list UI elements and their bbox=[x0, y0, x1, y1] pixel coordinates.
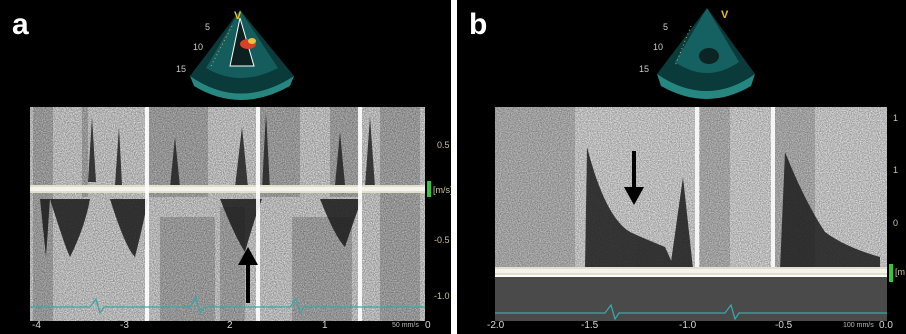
velocity-scale-bar bbox=[889, 264, 893, 282]
x-tick: 1 bbox=[322, 320, 328, 331]
depth-tick: 10 bbox=[193, 42, 204, 52]
x-tick: 2 bbox=[227, 320, 233, 331]
sweep-speed: 100 mm/s bbox=[843, 322, 874, 329]
echo-image-apical bbox=[190, 10, 294, 100]
view-marker: V bbox=[234, 10, 242, 22]
velocity-unit: [m/s] bbox=[433, 185, 451, 195]
panel-label: b bbox=[469, 8, 488, 41]
x-tick: 0 bbox=[425, 320, 431, 331]
y-tick: 0 bbox=[893, 218, 899, 228]
x-tick: -1.0 bbox=[679, 320, 697, 331]
y-tick: -0.5 bbox=[434, 235, 450, 245]
depth-tick: 5 bbox=[663, 22, 669, 32]
panel-a: a V 5 10 15 bbox=[0, 0, 451, 334]
y-tick: 1 bbox=[893, 165, 899, 175]
x-tick: -1.5 bbox=[581, 320, 599, 331]
doppler-trace bbox=[495, 107, 887, 321]
depth-tick: 15 bbox=[176, 64, 187, 74]
sweep-speed: 50 mm/s bbox=[392, 322, 419, 329]
echo-image-apical bbox=[657, 8, 755, 99]
doppler-trace bbox=[30, 107, 425, 321]
y-tick: 0.5 bbox=[437, 140, 450, 150]
depth-tick: 5 bbox=[205, 22, 211, 32]
x-tick: 0.0 bbox=[879, 320, 893, 331]
view-marker: V bbox=[721, 9, 729, 21]
y-tick: 1 bbox=[893, 113, 899, 123]
x-tick: -2.0 bbox=[487, 320, 505, 331]
depth-tick: 15 bbox=[639, 64, 650, 74]
panel-label: a bbox=[12, 8, 29, 41]
x-tick: -3 bbox=[120, 320, 129, 331]
depth-tick: 10 bbox=[653, 42, 664, 52]
velocity-unit: [m bbox=[895, 267, 905, 277]
arrow-down-icon bbox=[624, 151, 644, 205]
y-tick: -1.0 bbox=[434, 291, 450, 301]
x-tick: -0.5 bbox=[775, 320, 793, 331]
x-tick: -4 bbox=[32, 320, 41, 331]
panel-b: b V 5 10 15 bbox=[457, 0, 906, 334]
arrow-up-icon bbox=[238, 247, 258, 303]
velocity-scale-bar bbox=[427, 181, 431, 197]
